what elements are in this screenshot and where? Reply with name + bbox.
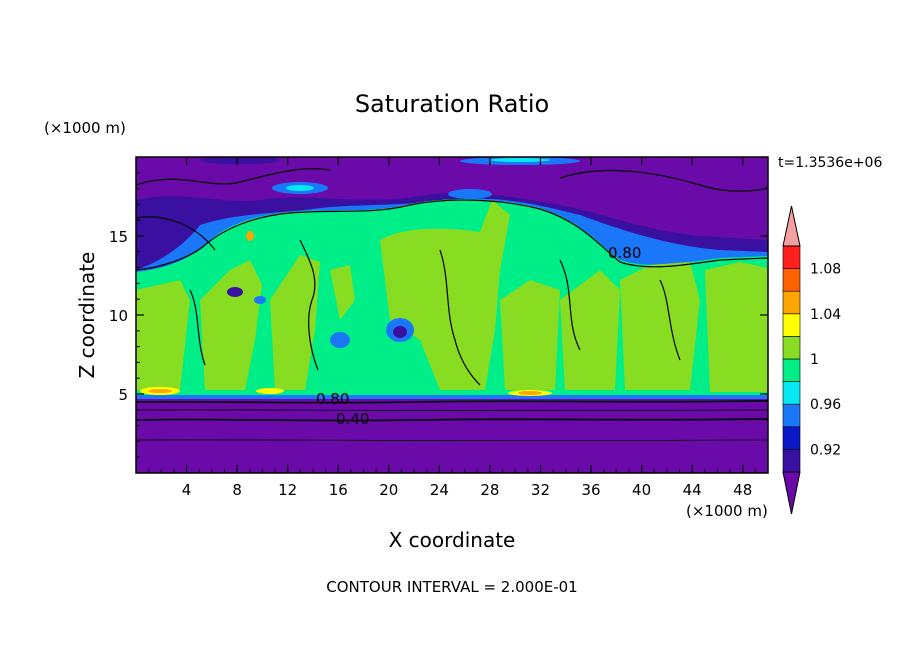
y-unit-label: (×1000 m): [44, 119, 126, 137]
y-axis-label: Z coordinate: [75, 252, 99, 379]
x-tick-label: 36: [581, 481, 600, 499]
x-tick-label: 28: [480, 481, 499, 499]
base-patch: [246, 231, 254, 241]
chart-title: Saturation Ratio: [355, 90, 549, 118]
colorbar-label: 0.96: [810, 397, 841, 413]
cloud-patch: [254, 296, 266, 304]
colorbar-swatch: [782, 245, 801, 269]
x-tick-label: 4: [182, 481, 192, 499]
y-tick-label: 15: [109, 228, 128, 246]
colorbar-swatch: [782, 290, 801, 315]
top-patch: [448, 189, 492, 199]
x-tick-label: 48: [733, 481, 752, 499]
base-patch: [518, 391, 542, 395]
x-tick-label: 8: [232, 481, 242, 499]
colorbar-low-extend: [782, 471, 801, 515]
colorbar-label: 1.08: [810, 262, 841, 278]
colorbar-swatch: [782, 336, 801, 360]
x-tick-label: 20: [379, 481, 398, 499]
base-patch: [256, 388, 284, 394]
colorbar-swatch: [782, 358, 801, 382]
x-tick-label: 24: [430, 481, 449, 499]
cloud-base: [136, 395, 768, 399]
x-unit-label: (×1000 m): [686, 502, 768, 520]
top-patch: [200, 157, 280, 164]
contour-label: 0.80: [316, 390, 349, 408]
colorbar-swatch: [782, 403, 801, 428]
x-tick-label: 16: [329, 481, 348, 499]
field-layers: [136, 157, 768, 473]
colorbar-swatch: [782, 449, 801, 473]
top-patch: [490, 158, 550, 162]
contour-label: 0.80: [608, 244, 641, 262]
colorbar-label: 1.04: [810, 307, 841, 323]
colorbar-high-extend: [782, 205, 801, 247]
x-tick-label: 40: [632, 481, 651, 499]
colorbar-label: 0.92: [810, 442, 841, 458]
colorbar: 1.08 1.04 1 0.96 0.92: [782, 205, 841, 515]
cloud-patch: [330, 332, 350, 348]
top-patch: [286, 185, 314, 191]
x-tick-label: 32: [531, 481, 550, 499]
contour-lines: [136, 168, 768, 442]
cloud-patch: [393, 326, 407, 338]
contour-interval-label: CONTOUR INTERVAL = 2.000E-01: [326, 578, 577, 596]
colorbar-label: 1: [810, 352, 819, 368]
colorbar-swatch: [782, 268, 801, 292]
cloud-patch: [227, 287, 243, 297]
time-label: t=1.3536e+06: [778, 155, 882, 171]
colorbar-swatch: [782, 426, 801, 450]
colorbar-swatch: [782, 313, 801, 337]
green-columns: [136, 200, 768, 392]
x-tick-label: 12: [278, 481, 297, 499]
x-tick-label: 44: [683, 481, 702, 499]
x-axis-label: X coordinate: [389, 528, 516, 552]
y-tick-label: 5: [118, 386, 128, 404]
y-ticks: 5 10 15: [109, 172, 768, 458]
y-tick-label: 10: [109, 307, 128, 325]
base-patch: [148, 389, 172, 393]
contour-label: 0.40: [336, 410, 369, 428]
x-ticks: 4 8 12 16 20 24 28 32 36 40 44 48: [148, 157, 756, 499]
colorbar-swatch: [782, 381, 801, 405]
